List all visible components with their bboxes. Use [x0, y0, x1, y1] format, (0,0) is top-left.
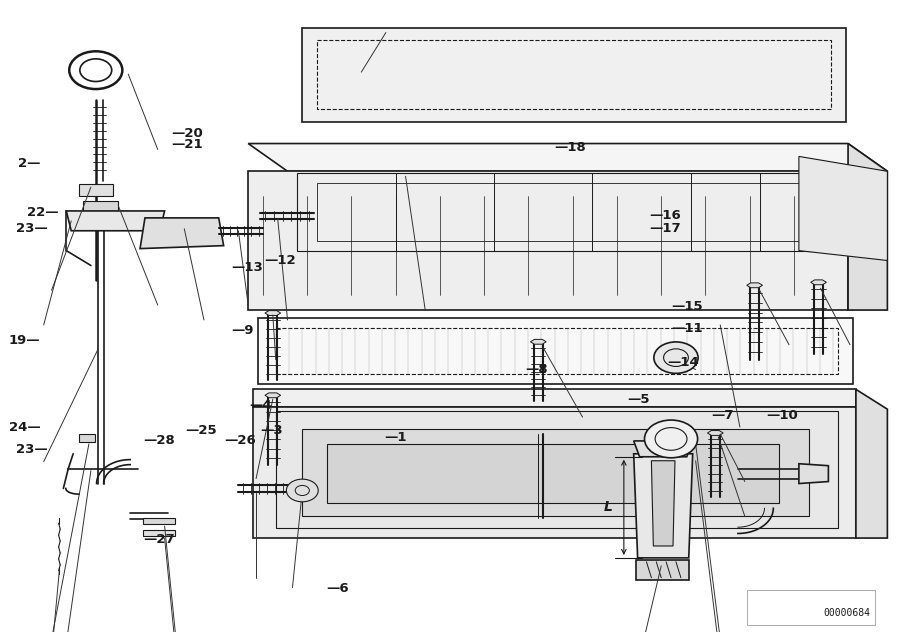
Polygon shape [253, 407, 856, 538]
Polygon shape [140, 218, 223, 249]
Text: —5: —5 [627, 393, 650, 406]
Circle shape [653, 342, 698, 373]
Polygon shape [265, 311, 281, 316]
Text: —4: —4 [249, 399, 272, 412]
Polygon shape [302, 429, 809, 516]
Polygon shape [747, 283, 762, 288]
Bar [143, 518, 175, 524]
Bar [747, 590, 875, 625]
Polygon shape [707, 431, 724, 436]
Polygon shape [634, 441, 693, 457]
Polygon shape [634, 454, 693, 558]
Text: 24—: 24— [9, 421, 40, 434]
Bar [143, 530, 175, 536]
Polygon shape [530, 339, 546, 344]
Circle shape [644, 420, 698, 458]
Text: —9: —9 [231, 324, 254, 337]
Text: —20: —20 [172, 126, 203, 140]
Text: L: L [604, 500, 612, 514]
Text: —11: —11 [671, 322, 703, 335]
Text: —12: —12 [265, 255, 296, 267]
Text: —1: —1 [384, 431, 407, 444]
Polygon shape [253, 389, 856, 407]
Polygon shape [258, 318, 853, 384]
Text: —17: —17 [650, 222, 681, 234]
Polygon shape [275, 411, 838, 528]
Text: —28: —28 [143, 434, 175, 447]
Text: —6: —6 [327, 582, 349, 594]
Text: —8: —8 [526, 363, 548, 376]
Polygon shape [248, 171, 848, 310]
Polygon shape [848, 144, 887, 310]
Polygon shape [799, 156, 887, 260]
Text: —10: —10 [766, 408, 798, 422]
Polygon shape [248, 144, 887, 171]
Text: —21: —21 [172, 138, 203, 151]
Text: 22—: 22— [27, 206, 58, 219]
Text: 2—: 2— [18, 157, 40, 170]
Text: —3: —3 [260, 424, 283, 438]
Polygon shape [856, 389, 887, 538]
Polygon shape [265, 393, 281, 398]
Polygon shape [811, 280, 826, 284]
Text: —14: —14 [667, 356, 699, 370]
Bar [79, 184, 112, 196]
Text: 00000684: 00000684 [824, 608, 870, 618]
Polygon shape [635, 560, 688, 580]
Text: —7: —7 [711, 408, 733, 422]
Bar [83, 201, 119, 213]
Text: 19—: 19— [9, 334, 40, 347]
Polygon shape [67, 211, 165, 231]
Circle shape [286, 479, 319, 502]
Text: 23—: 23— [16, 443, 48, 456]
Text: —13: —13 [231, 260, 264, 274]
Text: —15: —15 [671, 300, 703, 312]
Polygon shape [652, 461, 675, 546]
Bar [79, 434, 95, 442]
Text: —18: —18 [554, 141, 586, 154]
Text: —27: —27 [143, 533, 175, 545]
Text: —26: —26 [225, 434, 256, 447]
Polygon shape [327, 444, 779, 504]
Text: —25: —25 [184, 424, 216, 438]
Text: —16: —16 [650, 209, 681, 222]
Polygon shape [799, 464, 828, 483]
Polygon shape [302, 27, 846, 122]
Text: 23—: 23— [16, 222, 48, 234]
